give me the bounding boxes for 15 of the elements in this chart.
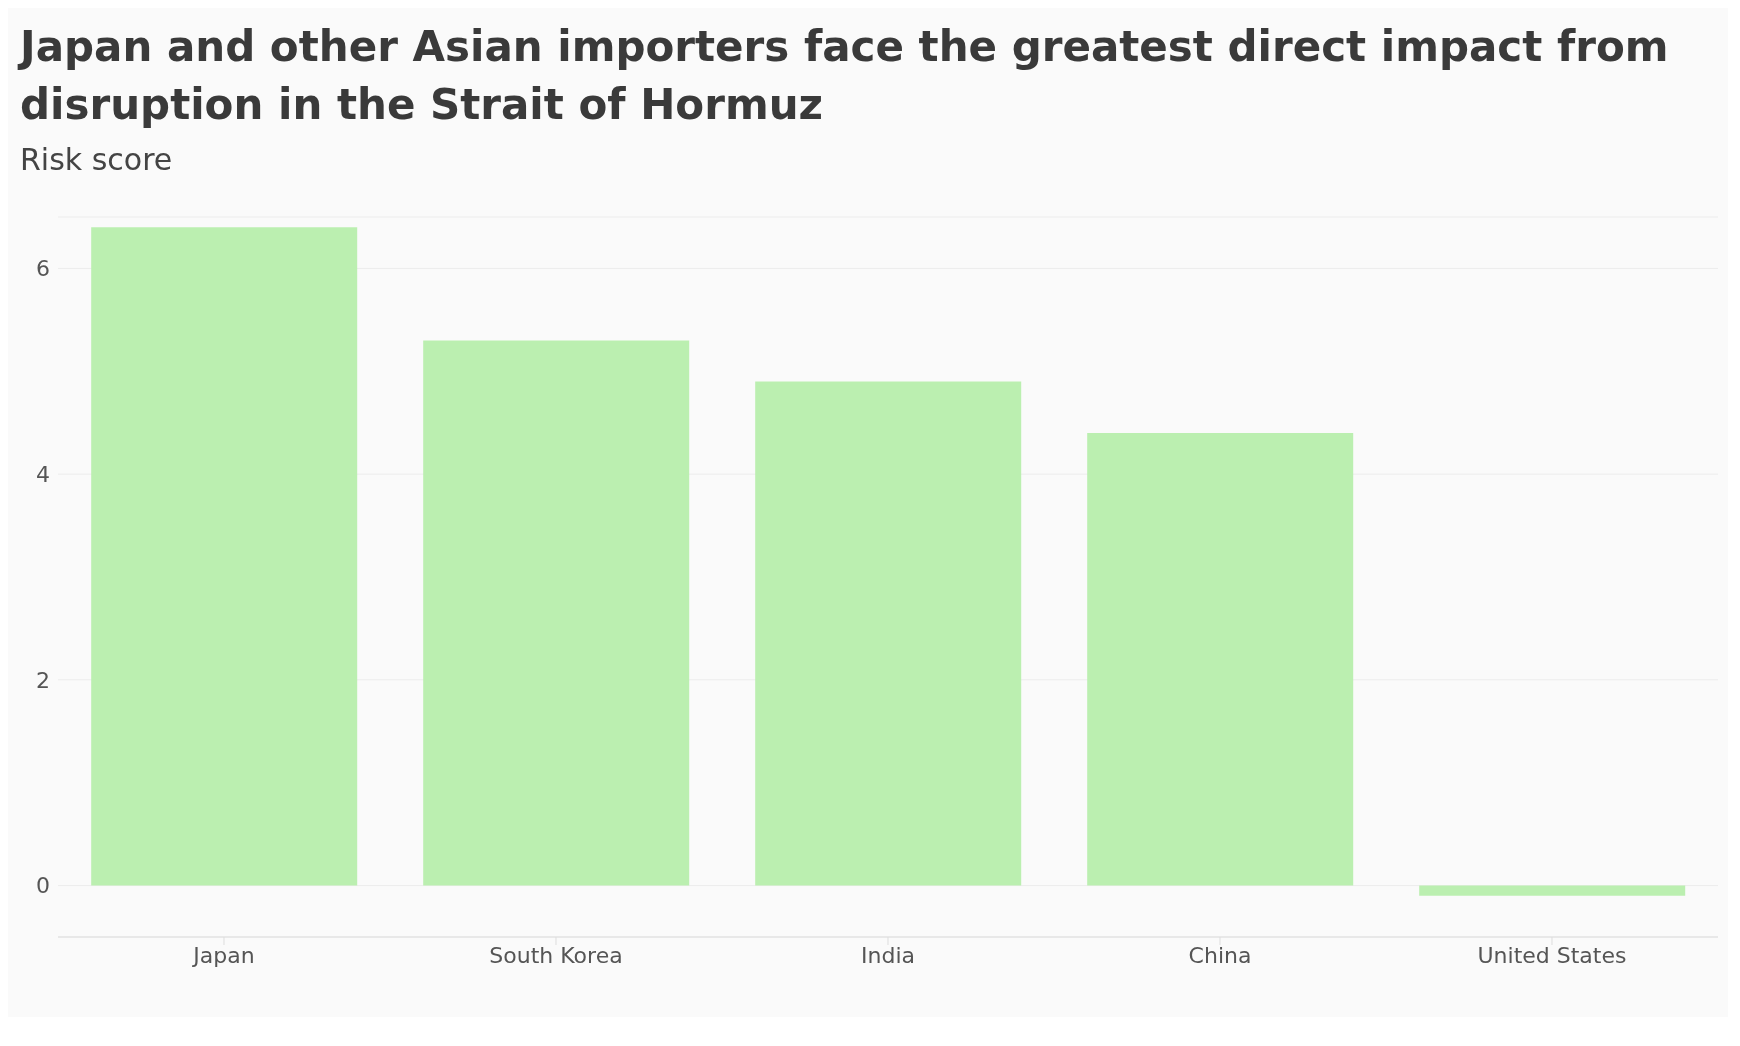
y-tick-label: 4 (36, 461, 50, 487)
bar (423, 340, 690, 886)
y-tick-label: 6 (36, 256, 50, 282)
chart-subtitle: Risk score (20, 142, 174, 177)
x-tick-label: China (1188, 942, 1252, 968)
x-tick-label: United States (1477, 942, 1627, 968)
y-tick-label: 2 (36, 667, 50, 693)
bar (755, 381, 1022, 886)
x-tick-label: India (861, 942, 915, 968)
x-tick-label: South Korea (489, 942, 623, 968)
bar (1419, 885, 1686, 896)
bar (1087, 433, 1354, 886)
bar (91, 227, 358, 886)
y-tick-label: 0 (36, 873, 50, 899)
x-tick-label: Japan (191, 942, 255, 968)
